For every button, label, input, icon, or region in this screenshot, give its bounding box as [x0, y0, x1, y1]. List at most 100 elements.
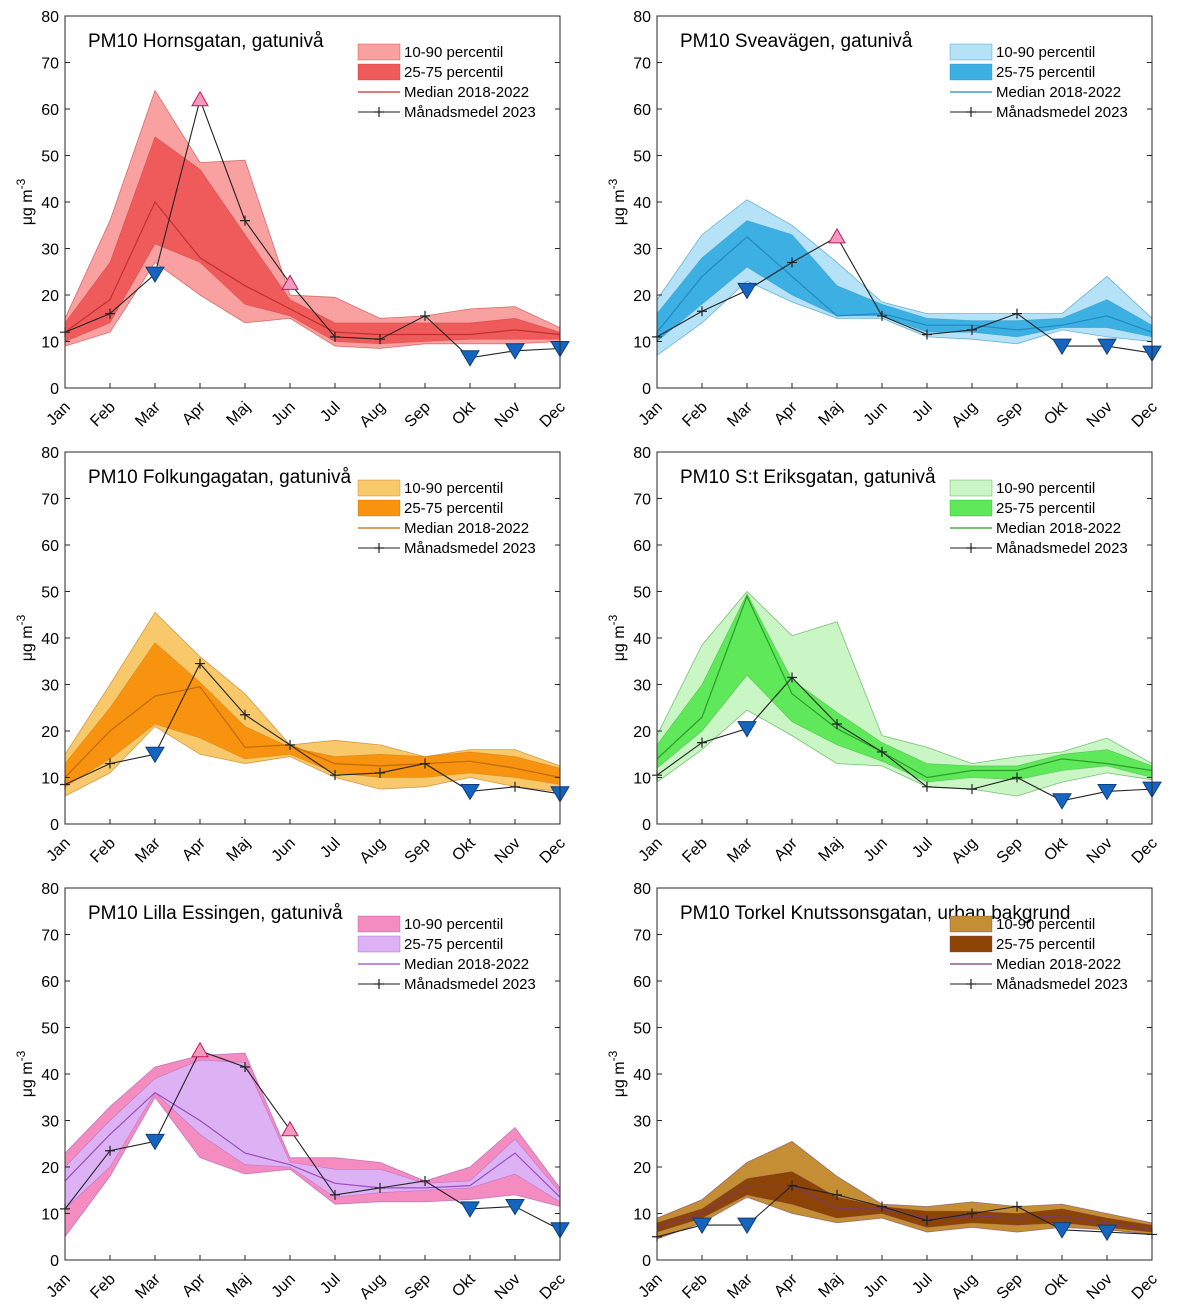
y-tick-label: 80: [41, 881, 59, 898]
marker-below-p10: [737, 1217, 757, 1235]
legend-10-90-swatch: [357, 43, 401, 61]
y-tick-label: 50: [41, 1021, 59, 1038]
y-tick-label: 80: [633, 445, 651, 462]
x-tick-label: Jan: [44, 835, 74, 865]
series-manadsmedel-2023: [64, 1050, 561, 1231]
x-tick-label: Dec: [537, 399, 569, 431]
x-tick-label: Feb: [87, 1271, 119, 1303]
y-tick-label: 40: [41, 631, 59, 648]
series-manadsmedel-2023: [656, 236, 1153, 354]
y-tick-label: 70: [41, 56, 59, 73]
marker-monthly-mean: [922, 1215, 932, 1226]
legend-monthly-marker: [374, 107, 384, 117]
legend-25-75-label: 25-75 percentil: [404, 500, 503, 517]
y-tick-label: 60: [633, 102, 651, 119]
legend-10-90-label: 10-90 percentil: [996, 916, 1095, 933]
x-tick-label: Nov: [1084, 399, 1116, 431]
x-tick-label: Nov: [492, 399, 524, 431]
marker-monthly-mean: [330, 770, 340, 781]
marker-monthly-mean: [375, 1182, 385, 1193]
chart-title: PM10 Hornsgatan, gatunivå: [88, 31, 324, 52]
legend-monthly-label: Månadsmedel 2023: [404, 540, 536, 557]
x-tick-label: Jul: [909, 835, 935, 861]
x-tick-label: Jun: [269, 1271, 299, 1301]
y-axis-label: μg m-3: [606, 1050, 628, 1097]
x-tick-label: Mar: [132, 1270, 164, 1302]
x-tick-label: Dec: [537, 1271, 569, 1303]
marker-below-p10: [460, 1201, 480, 1218]
y-axis-label: μg m-3: [606, 614, 628, 661]
y-tick-label: 80: [41, 9, 59, 26]
y-tick-label: 50: [41, 585, 59, 602]
y-tick-label: 30: [41, 678, 59, 695]
x-tick-label: Sep: [402, 835, 434, 867]
legend-median-label: Median 2018-2022: [996, 520, 1121, 537]
legend-25-75-label: 25-75 percentil: [996, 500, 1095, 517]
x-tick-label: Okt: [1041, 1270, 1071, 1300]
y-tick-label: 30: [41, 1114, 59, 1131]
marker-monthly-mean: [832, 1189, 842, 1200]
x-tick-label: Feb: [679, 399, 711, 431]
chart-title: PM10 Lilla Essingen, gatunivå: [88, 903, 343, 924]
marker-monthly-mean: [787, 672, 797, 683]
series-median-2018-2022: [64, 1091, 561, 1198]
marker-above-p90: [191, 1041, 209, 1058]
x-tick-label: Nov: [492, 1271, 524, 1303]
legend-25-75-swatch: [357, 63, 401, 81]
y-axis-label: μg m-3: [606, 178, 628, 225]
y-axis-label: μg m-3: [14, 1050, 36, 1097]
x-tick-label: Sep: [994, 1271, 1026, 1303]
y-axis-label-exponent: -3: [14, 614, 28, 625]
y-tick-label: 70: [633, 492, 651, 509]
legend-10-90-swatch: [949, 479, 993, 497]
x-tick-label: Okt: [449, 1270, 479, 1300]
x-tick-label: Jan: [636, 399, 666, 429]
legend-monthly-label: Månadsmedel 2023: [996, 976, 1128, 993]
legend-25-75-swatch: [949, 499, 993, 517]
legend-median-label: Median 2018-2022: [404, 84, 529, 101]
chart-folkungagatan: 0 10 20 30 40 50 60 70 80 Jan Feb Mar Apr Maj Jun Jul Au…: [14, 445, 570, 867]
x-tick-label: Apr: [771, 834, 801, 864]
x-tick-label: Jun: [269, 399, 299, 429]
marker-monthly-mean: [285, 739, 295, 750]
y-tick-label: 30: [633, 1114, 651, 1131]
x-tick-label: Jun: [861, 835, 891, 865]
legend-10-90-label: 10-90 percentil: [996, 480, 1095, 497]
legend-25-75-label: 25-75 percentil: [404, 936, 503, 953]
x-tick-label: Maj: [224, 1271, 254, 1301]
legend-10-90-label: 10-90 percentil: [996, 44, 1095, 61]
legend-10-90-swatch: [949, 915, 993, 933]
y-axis-label-unit: g m: [19, 1061, 36, 1088]
y-tick-label: 20: [633, 724, 651, 741]
y-tick-label: 30: [633, 242, 651, 259]
x-tick-label: Jan: [44, 1271, 74, 1301]
marker-above-p90: [191, 90, 209, 107]
y-tick-label: 20: [633, 1160, 651, 1177]
marker-monthly-mean: [330, 1189, 340, 1200]
y-axis-label-exponent: -3: [14, 1050, 28, 1061]
y-tick-label: 10: [41, 771, 59, 788]
legend-monthly-label: Månadsmedel 2023: [996, 540, 1128, 557]
x-tick-label: Mar: [724, 834, 756, 866]
y-tick-label: 80: [633, 9, 651, 26]
marker-above-p90: [281, 274, 299, 290]
x-tick-label: Maj: [816, 835, 846, 865]
legend-10-90-label: 10-90 percentil: [404, 916, 503, 933]
marker-monthly-mean: [697, 737, 707, 748]
x-tick-label: Feb: [679, 835, 711, 867]
chart-torkel-knutssonsgatan: 0 10 20 30 40 50 60 70 80 Jan Feb Mar Apr Maj Jun Jul Au…: [606, 881, 1161, 1303]
marker-below-p10: [1052, 338, 1072, 356]
x-tick-label: Nov: [492, 835, 524, 867]
marker-below-p10: [1097, 783, 1117, 801]
x-tick-label: Mar: [724, 398, 756, 430]
marker-monthly-mean: [330, 331, 340, 342]
marker-monthly-mean: [967, 784, 977, 795]
marker-monthly-mean: [420, 758, 430, 769]
marker-monthly-mean: [195, 658, 205, 669]
y-tick-label: 40: [41, 195, 59, 212]
chart-panel-st-eriksgatan: 0 10 20 30 40 50 60 70 80 Jan Feb Mar Apr Maj Jun Jul Au…: [592, 436, 1182, 872]
y-tick-label: 10: [41, 1207, 59, 1224]
y-tick-label: 40: [41, 1067, 59, 1084]
chart-title: PM10 Folkungagatan, gatunivå: [88, 467, 351, 488]
y-tick-label: 60: [41, 102, 59, 119]
